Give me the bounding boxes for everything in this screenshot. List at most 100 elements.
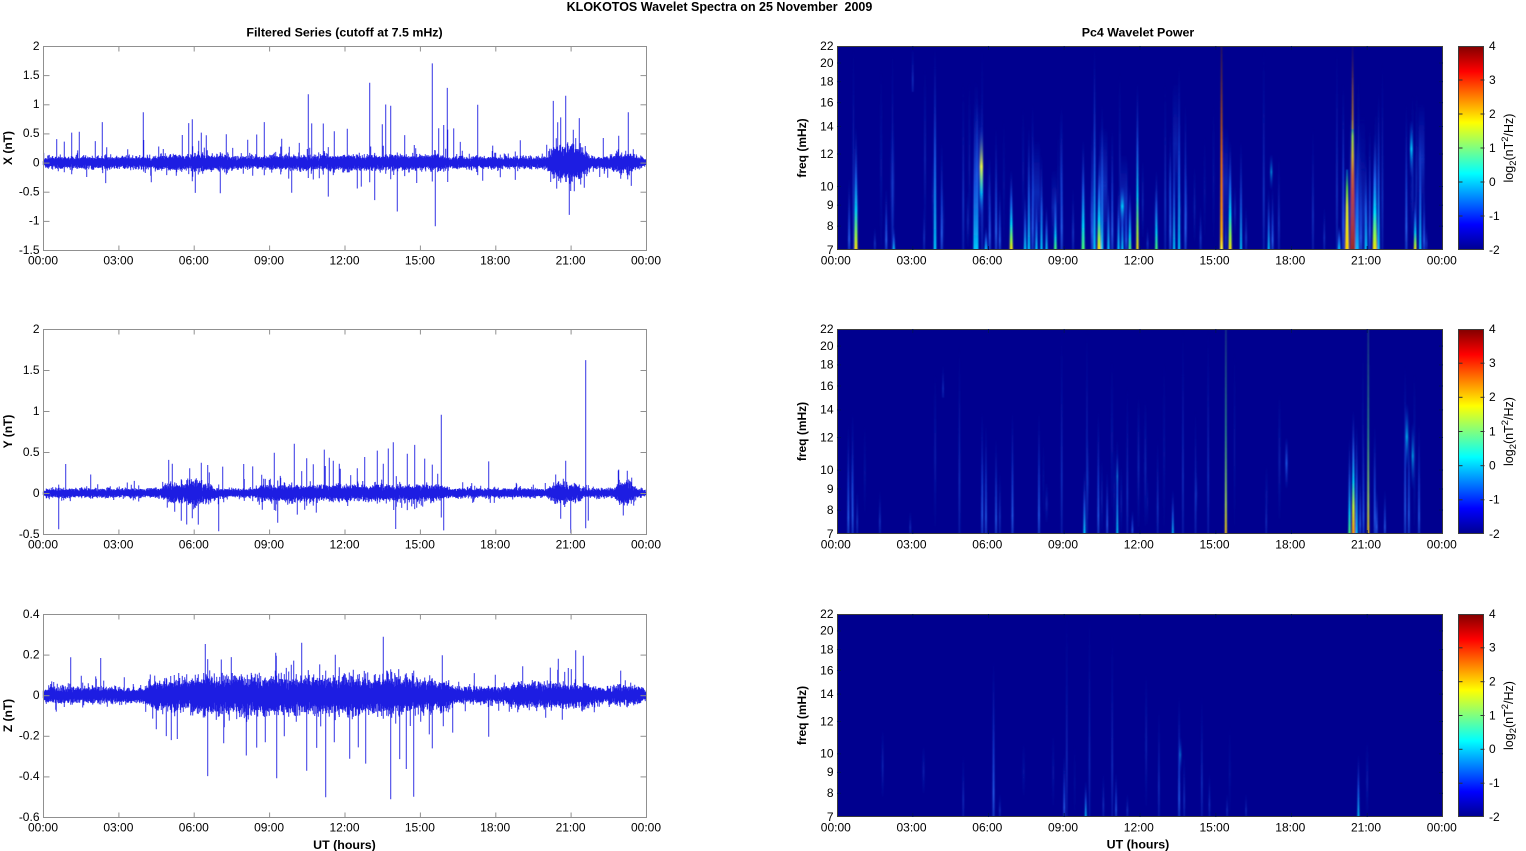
svg-text:18: 18 [820,358,834,372]
svg-text:00:00: 00:00 [1427,537,1457,551]
svg-text:12: 12 [820,430,834,444]
svg-text:3: 3 [1489,356,1496,370]
svg-text:1.5: 1.5 [23,68,40,82]
svg-text:18: 18 [820,642,834,656]
svg-text:-0.5: -0.5 [19,185,40,199]
svg-text:09:00: 09:00 [254,820,284,834]
svg-text:2: 2 [1489,107,1496,121]
svg-text:2: 2 [1489,675,1496,689]
svg-text:1: 1 [1489,141,1496,155]
svg-text:09:00: 09:00 [1048,820,1078,834]
svg-text:-0.6: -0.6 [19,810,40,824]
svg-text:0: 0 [1489,742,1496,756]
svg-text:-1.5: -1.5 [19,243,40,257]
svg-text:1.5: 1.5 [23,363,40,377]
svg-text:18:00: 18:00 [1275,253,1305,267]
svg-text:1: 1 [1489,424,1496,438]
svg-text:UT (hours): UT (hours) [313,838,376,851]
svg-text:3: 3 [1489,641,1496,655]
svg-text:10: 10 [820,463,834,477]
svg-text:18:00: 18:00 [480,537,510,551]
svg-text:8: 8 [827,219,834,233]
svg-text:15:00: 15:00 [405,537,435,551]
svg-text:-2: -2 [1489,527,1500,541]
svg-text:0: 0 [33,486,40,500]
svg-text:21:00: 21:00 [556,537,586,551]
svg-text:7: 7 [827,810,834,824]
svg-text:00:00: 00:00 [28,253,58,267]
svg-text:freq (mHz): freq (mHz) [795,402,809,461]
svg-text:0.5: 0.5 [23,126,40,140]
svg-text:18:00: 18:00 [480,253,510,267]
svg-text:12:00: 12:00 [1124,537,1154,551]
svg-text:2: 2 [33,322,40,336]
svg-text:freq (mHz): freq (mHz) [795,686,809,745]
svg-text:4: 4 [1489,607,1496,621]
svg-text:21:00: 21:00 [1351,537,1381,551]
svg-text:00:00: 00:00 [631,820,661,834]
svg-text:00:00: 00:00 [821,537,851,551]
svg-text:9: 9 [827,482,834,496]
svg-text:10: 10 [820,747,834,761]
svg-text:15:00: 15:00 [405,253,435,267]
svg-text:06:00: 06:00 [972,820,1002,834]
svg-text:06:00: 06:00 [972,253,1002,267]
svg-text:18:00: 18:00 [1275,537,1305,551]
svg-text:0.5: 0.5 [23,445,40,459]
svg-text:09:00: 09:00 [254,537,284,551]
svg-text:00:00: 00:00 [28,820,58,834]
svg-text:15:00: 15:00 [1199,537,1229,551]
svg-text:21:00: 21:00 [1351,253,1381,267]
svg-text:2: 2 [1489,390,1496,404]
svg-text:X (nT): X (nT) [1,131,15,165]
svg-text:00:00: 00:00 [28,537,58,551]
svg-text:06:00: 06:00 [179,537,209,551]
svg-text:00:00: 00:00 [631,537,661,551]
svg-text:06:00: 06:00 [972,537,1002,551]
svg-text:09:00: 09:00 [1048,537,1078,551]
svg-text:UT (hours): UT (hours) [1107,838,1170,851]
svg-text:18: 18 [820,75,834,89]
svg-text:-2: -2 [1489,243,1500,257]
svg-text:KLOKOTOS Wavelet Spectra on 25: KLOKOTOS Wavelet Spectra on 25 November … [567,0,873,14]
svg-text:06:00: 06:00 [179,253,209,267]
svg-text:12: 12 [820,714,834,728]
svg-text:14: 14 [820,119,834,133]
svg-text:18:00: 18:00 [1275,820,1305,834]
svg-text:Pc4 Wavelet Power: Pc4 Wavelet Power [1082,26,1195,40]
svg-text:22: 22 [820,39,834,53]
svg-text:freq (mHz): freq (mHz) [795,118,809,177]
svg-text:0: 0 [33,688,40,702]
svg-text:-0.4: -0.4 [19,769,40,783]
svg-text:0.2: 0.2 [23,647,40,661]
svg-text:03:00: 03:00 [896,537,926,551]
svg-text:12:00: 12:00 [329,537,359,551]
svg-text:15:00: 15:00 [1199,820,1229,834]
svg-text:-0.2: -0.2 [19,729,40,743]
svg-text:-0.5: -0.5 [19,527,40,541]
svg-text:14: 14 [820,687,834,701]
svg-text:1: 1 [33,404,40,418]
svg-text:0: 0 [1489,459,1496,473]
svg-text:-1: -1 [1489,776,1500,790]
svg-text:22: 22 [820,322,834,336]
svg-text:10: 10 [820,179,834,193]
svg-text:2: 2 [33,39,40,53]
svg-text:-1: -1 [1489,209,1500,223]
svg-text:12:00: 12:00 [329,820,359,834]
svg-text:12:00: 12:00 [1124,820,1154,834]
svg-text:15:00: 15:00 [1199,253,1229,267]
svg-text:03:00: 03:00 [103,253,133,267]
svg-text:12:00: 12:00 [329,253,359,267]
svg-text:03:00: 03:00 [103,537,133,551]
svg-text:1: 1 [1489,708,1496,722]
svg-text:Z (nT): Z (nT) [1,699,15,732]
svg-text:4: 4 [1489,39,1496,53]
svg-text:09:00: 09:00 [254,253,284,267]
svg-text:20: 20 [820,56,834,70]
svg-text:12:00: 12:00 [1124,253,1154,267]
svg-text:Filtered Series (cutoff at 7.5: Filtered Series (cutoff at 7.5 mHz) [246,26,442,40]
svg-text:0.4: 0.4 [23,607,40,621]
svg-text:00:00: 00:00 [1427,253,1457,267]
svg-text:9: 9 [827,198,834,212]
